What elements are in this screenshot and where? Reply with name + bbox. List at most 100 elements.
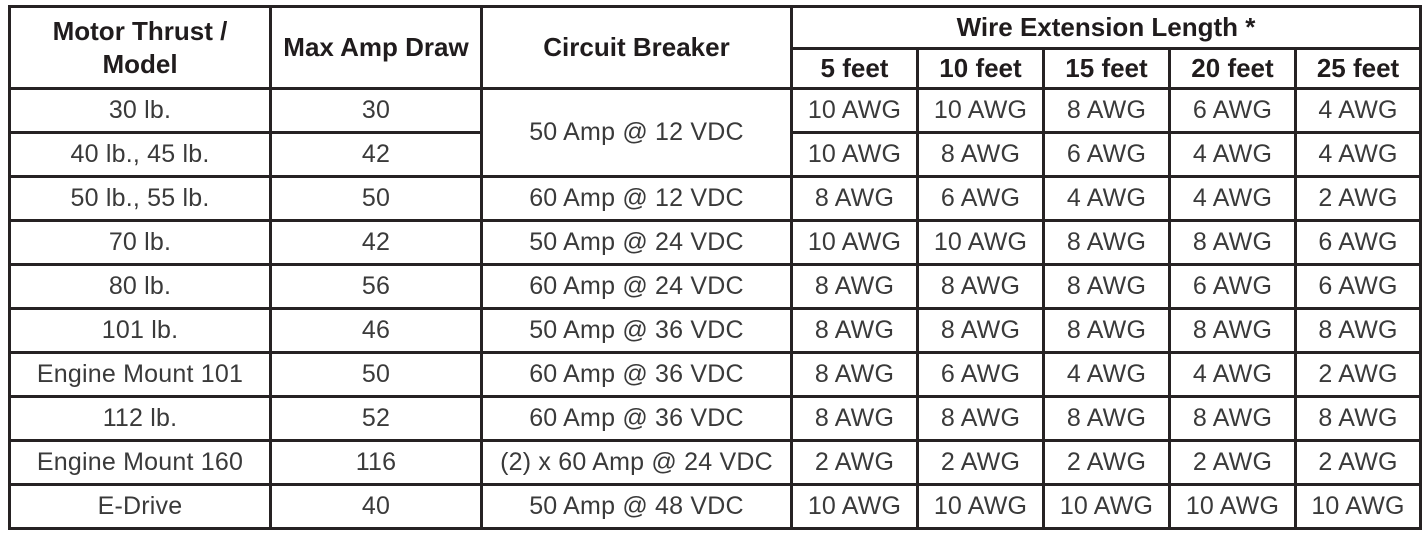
awg-cell: 2 AWG	[790, 439, 919, 486]
awg-cell: 8 AWG	[790, 263, 919, 310]
header-motor-thrust-model: Motor Thrust / Model	[8, 5, 272, 90]
model-cell: 80 lb.	[8, 263, 272, 310]
awg-cell: 6 AWG	[1293, 219, 1423, 266]
awg-cell: 10 AWG	[1168, 483, 1297, 530]
model-cell: Engine Mount 160	[8, 439, 272, 486]
awg-cell: 8 AWG	[790, 395, 919, 442]
table-row: 50 lb., 55 lb. 50 60 Amp @ 12 VDC 8 AWG …	[8, 175, 1423, 222]
max-amp-cell: 116	[269, 439, 483, 486]
awg-cell: 4 AWG	[1042, 175, 1171, 222]
awg-cell: 6 AWG	[1168, 263, 1297, 310]
max-amp-cell: 42	[269, 131, 483, 178]
table-row: 70 lb. 42 50 Amp @ 24 VDC 10 AWG 10 AWG …	[8, 219, 1423, 266]
max-amp-cell: 52	[269, 395, 483, 442]
circuit-breaker-cell: 60 Amp @ 36 VDC	[480, 395, 793, 442]
awg-cell: 8 AWG	[916, 263, 1045, 310]
awg-cell: 8 AWG	[1042, 87, 1171, 134]
wire-gauge-spec-table: Motor Thrust / Model Max Amp Draw Circui…	[8, 5, 1423, 530]
awg-cell: 8 AWG	[790, 175, 919, 222]
awg-cell: 10 AWG	[790, 483, 919, 530]
awg-cell: 10 AWG	[790, 131, 919, 178]
table-row: 101 lb. 46 50 Amp @ 36 VDC 8 AWG 8 AWG 8…	[8, 307, 1423, 354]
circuit-breaker-cell: 50 Amp @ 48 VDC	[480, 483, 793, 530]
awg-cell: 2 AWG	[1042, 439, 1171, 486]
awg-cell: 8 AWG	[790, 351, 919, 398]
table-row: 80 lb. 56 60 Amp @ 24 VDC 8 AWG 8 AWG 8 …	[8, 263, 1423, 310]
circuit-breaker-cell: (2) x 60 Amp @ 24 VDC	[480, 439, 793, 486]
awg-cell: 8 AWG	[1293, 395, 1423, 442]
awg-cell: 6 AWG	[1293, 263, 1423, 310]
model-cell: 30 lb.	[8, 87, 272, 134]
table-row: 40 lb., 45 lb. 42 10 AWG 8 AWG 6 AWG 4 A…	[8, 131, 1423, 178]
awg-cell: 8 AWG	[916, 131, 1045, 178]
header-max-amp-draw: Max Amp Draw	[269, 5, 483, 90]
max-amp-cell: 42	[269, 219, 483, 266]
table-body: 30 lb. 30 50 Amp @ 12 VDC 10 AWG 10 AWG …	[8, 87, 1423, 530]
awg-cell: 6 AWG	[916, 351, 1045, 398]
awg-cell: 8 AWG	[1042, 307, 1171, 354]
awg-cell: 2 AWG	[1293, 175, 1423, 222]
awg-cell: 2 AWG	[916, 439, 1045, 486]
awg-cell: 8 AWG	[916, 307, 1045, 354]
model-cell: 40 lb., 45 lb.	[8, 131, 272, 178]
header-wire-extension-length: Wire Extension Length *	[789, 5, 1423, 50]
awg-cell: 4 AWG	[1168, 351, 1297, 398]
model-cell: 112 lb.	[8, 395, 272, 442]
awg-cell: 10 AWG	[916, 87, 1045, 134]
awg-cell: 4 AWG	[1168, 131, 1297, 178]
awg-cell: 4 AWG	[1168, 175, 1297, 222]
model-cell: 101 lb.	[8, 307, 272, 354]
awg-cell: 4 AWG	[1042, 351, 1171, 398]
awg-cell: 4 AWG	[1293, 87, 1423, 134]
awg-cell: 10 AWG	[790, 87, 919, 134]
max-amp-cell: 56	[269, 263, 483, 310]
awg-cell: 8 AWG	[1168, 219, 1297, 266]
header-5-feet: 5 feet	[790, 47, 919, 90]
circuit-breaker-cell: 60 Amp @ 12 VDC	[480, 175, 793, 222]
header-10-feet: 10 feet	[916, 47, 1045, 90]
table-row: E-Drive 40 50 Amp @ 48 VDC 10 AWG 10 AWG…	[8, 483, 1423, 530]
awg-cell: 8 AWG	[916, 395, 1045, 442]
circuit-breaker-cell: 60 Amp @ 36 VDC	[480, 351, 793, 398]
awg-cell: 10 AWG	[916, 219, 1045, 266]
awg-cell: 2 AWG	[1293, 439, 1423, 486]
circuit-breaker-cell: 50 Amp @ 12 VDC	[480, 87, 793, 178]
header-15-feet: 15 feet	[1042, 47, 1171, 90]
circuit-breaker-cell: 50 Amp @ 24 VDC	[480, 219, 793, 266]
header-25-feet: 25 feet	[1293, 47, 1423, 90]
max-amp-cell: 30	[269, 87, 483, 134]
awg-cell: 8 AWG	[790, 307, 919, 354]
max-amp-cell: 46	[269, 307, 483, 354]
max-amp-cell: 50	[269, 175, 483, 222]
circuit-breaker-cell: 50 Amp @ 36 VDC	[480, 307, 793, 354]
awg-cell: 6 AWG	[916, 175, 1045, 222]
model-cell: 70 lb.	[8, 219, 272, 266]
table-row: 112 lb. 52 60 Amp @ 36 VDC 8 AWG 8 AWG 8…	[8, 395, 1423, 442]
awg-cell: 8 AWG	[1042, 395, 1171, 442]
model-cell: Engine Mount 101	[8, 351, 272, 398]
table-row: Engine Mount 160 116 (2) x 60 Amp @ 24 V…	[8, 439, 1423, 486]
table-header: Motor Thrust / Model Max Amp Draw Circui…	[8, 5, 1423, 90]
awg-cell: 8 AWG	[1042, 219, 1171, 266]
awg-cell: 4 AWG	[1293, 131, 1423, 178]
table-row: Engine Mount 101 50 60 Amp @ 36 VDC 8 AW…	[8, 351, 1423, 398]
awg-cell: 10 AWG	[1293, 483, 1423, 530]
awg-cell: 8 AWG	[1293, 307, 1423, 354]
awg-cell: 8 AWG	[1168, 307, 1297, 354]
circuit-breaker-cell: 60 Amp @ 24 VDC	[480, 263, 793, 310]
awg-cell: 6 AWG	[1168, 87, 1297, 134]
header-circuit-breaker: Circuit Breaker	[480, 5, 793, 90]
max-amp-cell: 50	[269, 351, 483, 398]
awg-cell: 10 AWG	[916, 483, 1045, 530]
model-cell: 50 lb., 55 lb.	[8, 175, 272, 222]
awg-cell: 2 AWG	[1168, 439, 1297, 486]
max-amp-cell: 40	[269, 483, 483, 530]
header-row-lengths: 5 feet 10 feet 15 feet 20 feet 25 feet	[10, 47, 1423, 90]
awg-cell: 6 AWG	[1042, 131, 1171, 178]
header-20-feet: 20 feet	[1168, 47, 1297, 90]
header-row-group: Motor Thrust / Model Max Amp Draw Circui…	[8, 5, 1423, 90]
awg-cell: 10 AWG	[790, 219, 919, 266]
awg-cell: 8 AWG	[1042, 263, 1171, 310]
model-cell: E-Drive	[8, 483, 272, 530]
